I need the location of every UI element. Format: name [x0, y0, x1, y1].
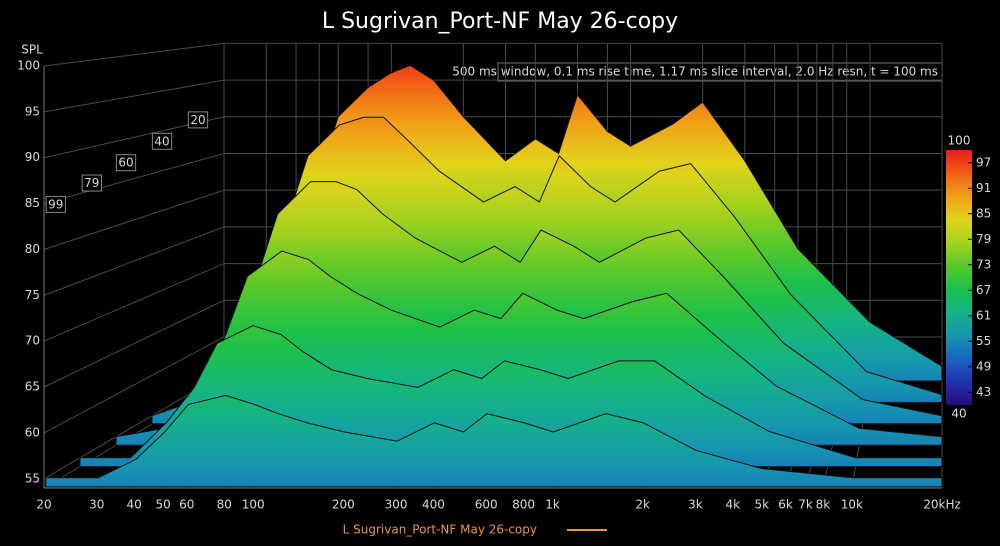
- waterfall-slice: [45, 394, 943, 488]
- legend-label: L Sugrivan_Port-NF May 26-copy: [343, 523, 537, 537]
- x-tick-label: 7k: [798, 498, 813, 512]
- x-tick-label: 800: [512, 498, 535, 512]
- colorbar-label: 73: [976, 257, 991, 271]
- x-tick-label: 20: [36, 498, 51, 512]
- z-tick-label: 20: [190, 113, 205, 127]
- z-tick-box: [45, 195, 66, 213]
- x-tick-label: 6k: [778, 498, 793, 512]
- x-tick-label: 1k: [545, 498, 560, 512]
- x-tick-label: 100: [242, 498, 265, 512]
- z-tick-label: 60: [118, 156, 133, 170]
- colorbar-label: 43: [976, 385, 991, 399]
- y-tick-label: 100: [17, 59, 40, 73]
- x-tick-label: 50: [155, 498, 170, 512]
- x-tick-label: 20kHz: [923, 498, 961, 512]
- x-tick-label: 5k: [754, 498, 769, 512]
- x-tick-label: 200: [332, 498, 355, 512]
- colorbar-label: 97: [976, 155, 991, 169]
- colorbar-label: 55: [976, 334, 991, 348]
- x-tick-label: 3k: [688, 498, 703, 512]
- plot-area: [43, 42, 943, 489]
- y-tick-label: 55: [25, 471, 40, 485]
- colorbar-label: 91: [976, 181, 991, 195]
- y-tick-label: 65: [25, 380, 40, 394]
- x-tick-label: 300: [385, 498, 408, 512]
- y-axis-label: SPL: [21, 43, 43, 57]
- x-tick-label: 10k: [841, 498, 863, 512]
- y-tick-label: 85: [25, 196, 40, 210]
- x-tick-label: 600: [475, 498, 498, 512]
- z-tick-label: 79: [84, 176, 99, 190]
- z-tick-box: [151, 132, 173, 150]
- y-tick-label: 75: [25, 288, 40, 302]
- z-tick-box: [187, 111, 209, 129]
- grid-line: [43, 79, 942, 113]
- z-tick-box: [81, 174, 102, 192]
- x-tick-label: 40: [126, 498, 141, 512]
- z-tick-label: 40: [154, 134, 169, 148]
- y-tick-label: 60: [25, 425, 40, 439]
- y-tick-label: 90: [25, 150, 40, 164]
- x-tick-label: 80: [217, 498, 232, 512]
- chart-title: L Sugrivan_Port-NF May 26-copy: [322, 9, 678, 34]
- x-tick-label: 2k: [635, 498, 650, 512]
- z-tick-box: [115, 154, 137, 172]
- colorbar-label: 100: [948, 134, 971, 148]
- y-tick-label: 70: [25, 334, 40, 348]
- x-tick-label: 30: [89, 498, 104, 512]
- x-tick-label: 400: [422, 498, 445, 512]
- colorbar-label: 79: [976, 232, 991, 246]
- x-tick-label: 8k: [816, 498, 831, 512]
- colorbar-label: 40: [951, 407, 966, 421]
- y-tick-label: 95: [25, 104, 40, 118]
- x-tick-label: 4k: [725, 498, 740, 512]
- x-tick-label: 60: [179, 498, 194, 512]
- colorbar-label: 85: [976, 206, 991, 220]
- z-tick-label: 99: [48, 197, 63, 211]
- colorbar-label: 67: [976, 283, 991, 297]
- colorbar-label: 61: [976, 308, 991, 322]
- colorbar-label: 49: [976, 359, 991, 373]
- colorbar: [946, 150, 972, 405]
- annotation: 500 ms window, 0.1 ms rise time, 1.17 ms…: [452, 65, 938, 79]
- y-tick-label: 80: [25, 242, 40, 256]
